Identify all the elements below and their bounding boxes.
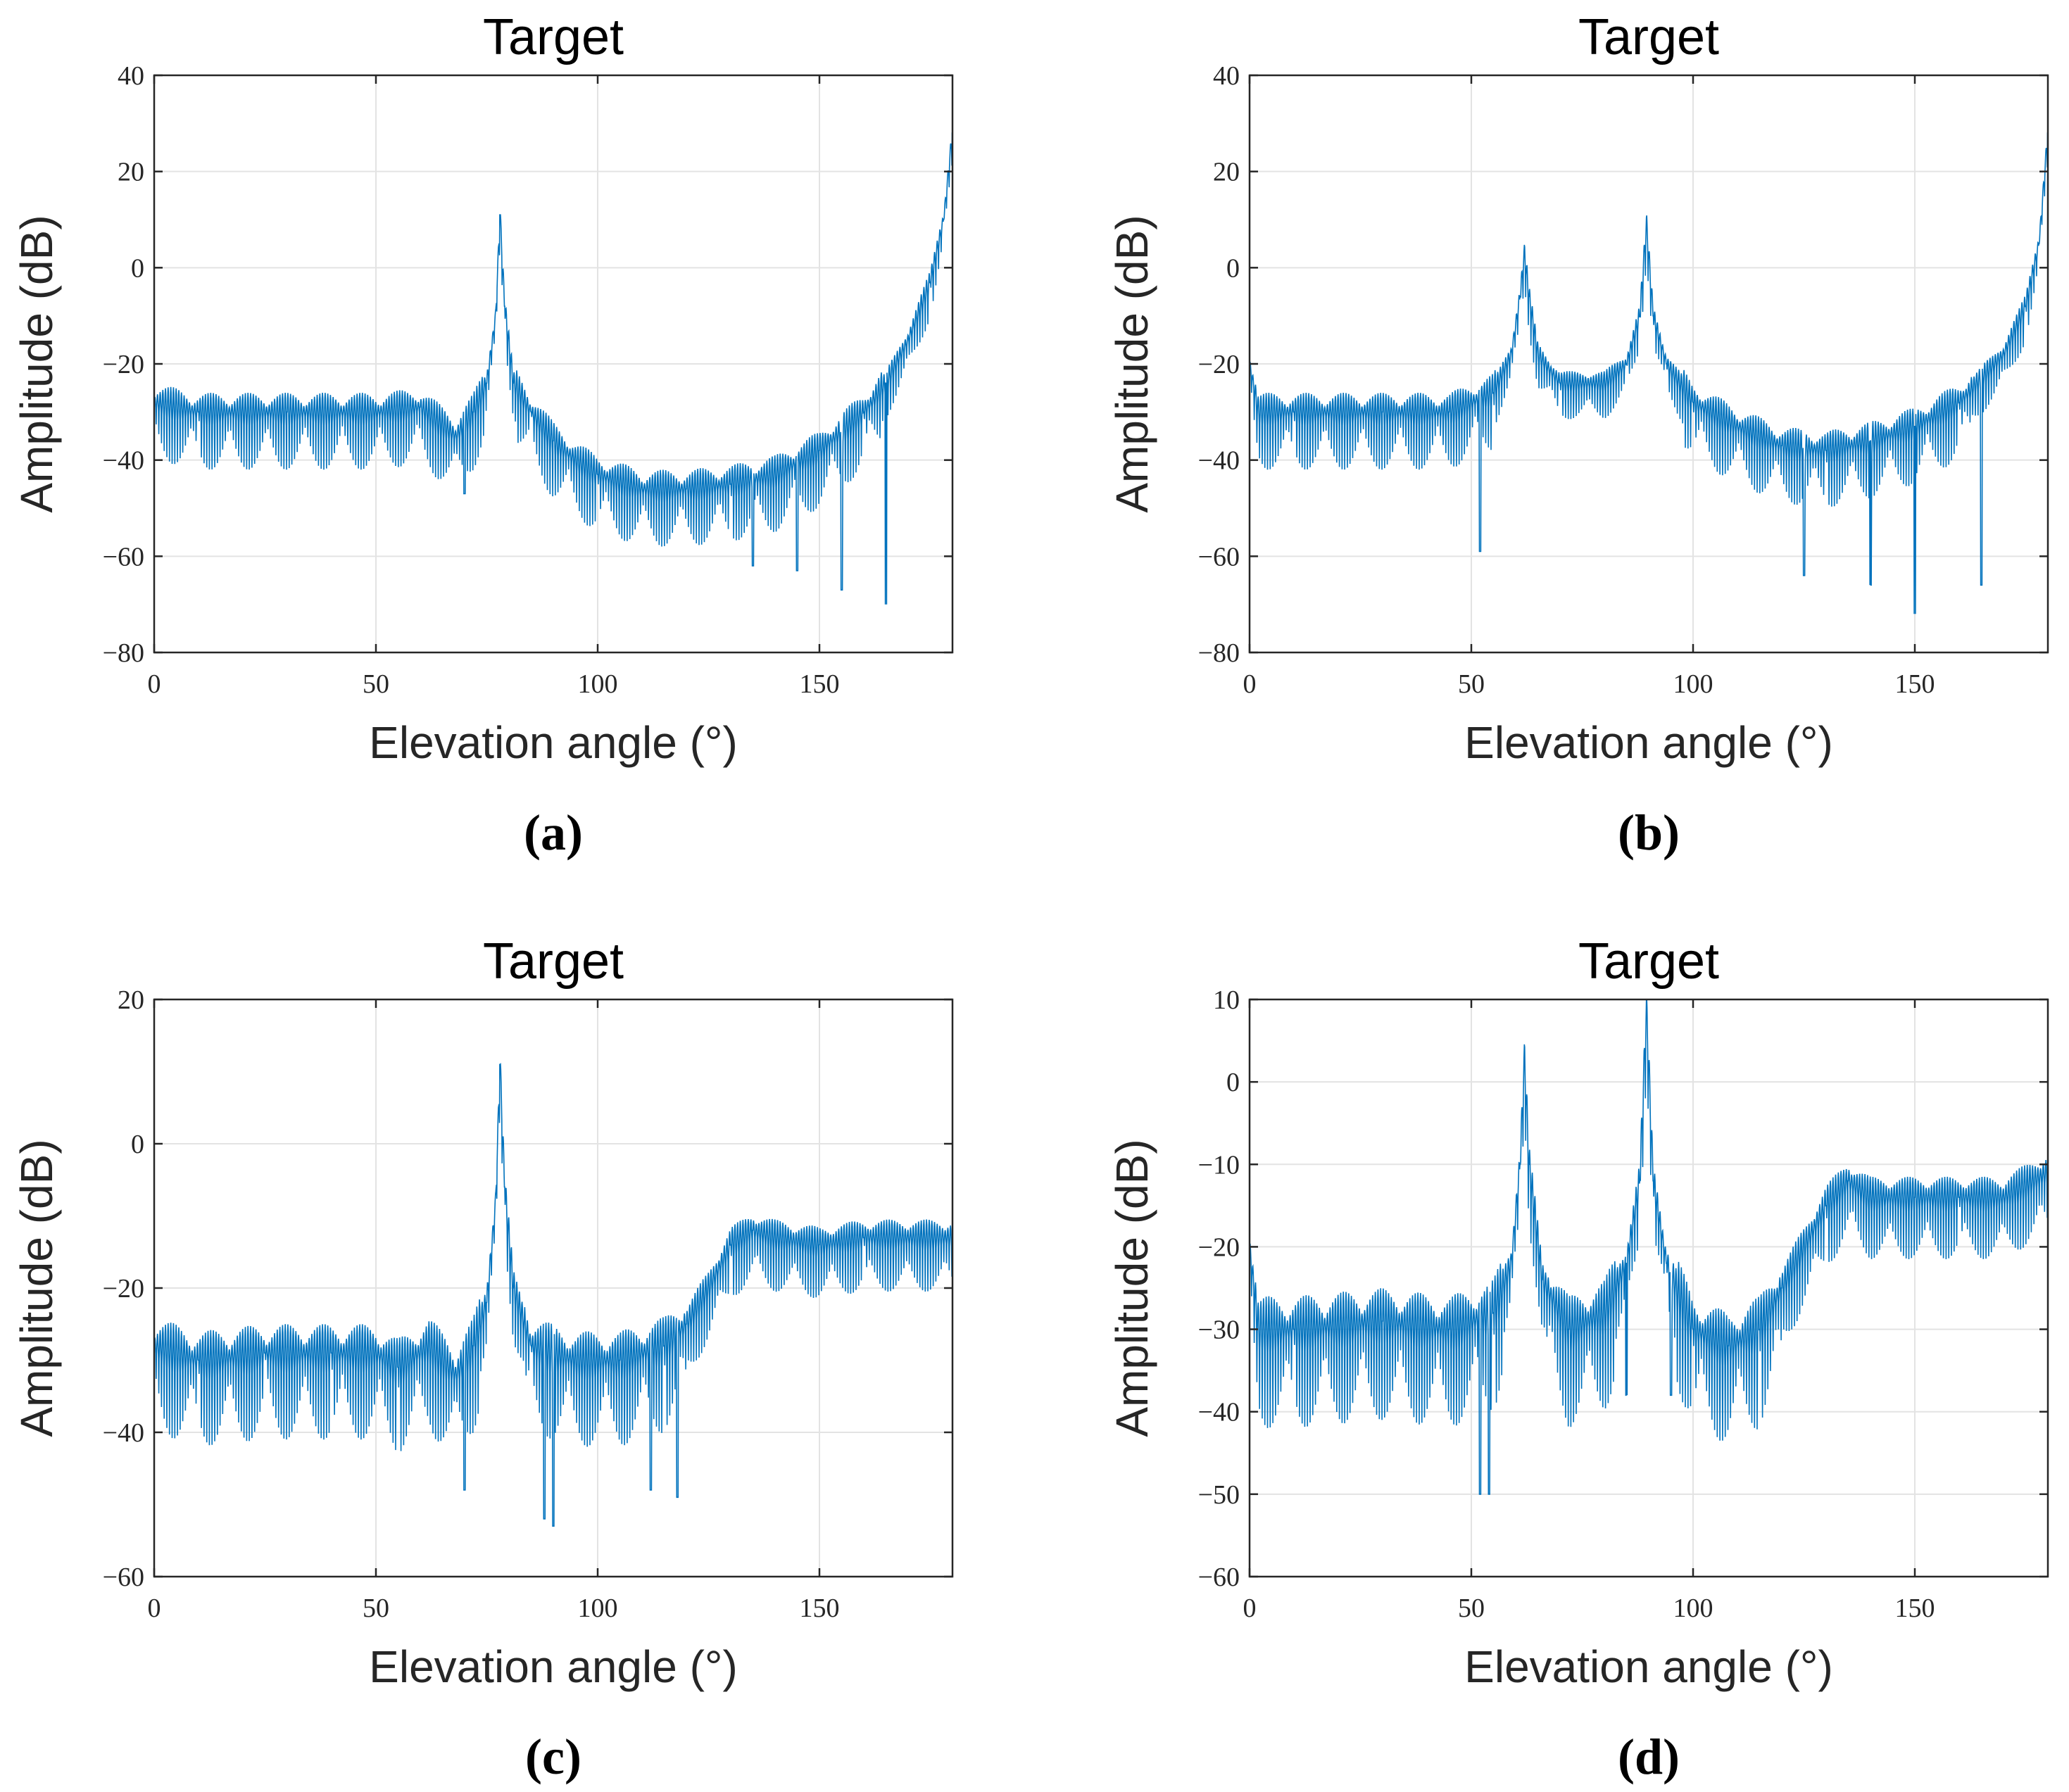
series-line-target [153, 132, 953, 605]
x-tick-label: 100 [1673, 1594, 1713, 1623]
chart-title: Target [483, 9, 624, 65]
y-tick-label: −80 [1198, 638, 1240, 668]
y-axis-label: Amplitude (dB) [11, 215, 62, 512]
series-line-target [1249, 999, 2049, 1495]
y-tick-label: −20 [1198, 350, 1240, 379]
y-tick-label: −60 [1198, 542, 1240, 572]
y-tick-label: −40 [103, 1418, 144, 1448]
x-tick-label: 150 [800, 1594, 840, 1623]
x-tick-label: 0 [148, 1594, 161, 1623]
y-tick-label: −60 [103, 1563, 144, 1592]
y-axis-label: Amplitude (dB) [1107, 1139, 1157, 1437]
y-tick-label: −20 [103, 1274, 144, 1304]
x-tick-label: 100 [1673, 669, 1713, 699]
y-tick-label: 0 [1226, 253, 1240, 283]
series-line-target [153, 1062, 953, 1527]
y-axis-label: Amplitude (dB) [1107, 215, 1157, 512]
x-tick-label: 50 [1458, 669, 1485, 699]
axes-box [1248, 998, 2049, 1578]
x-axis-label: Elevation angle (°) [1464, 1641, 1833, 1692]
y-tick-label: 40 [1213, 61, 1240, 91]
y-tick-label: −30 [1198, 1315, 1240, 1345]
y-tick-label: 20 [118, 158, 144, 187]
chart-title: Target [1578, 9, 1719, 65]
chart-panel: 0 50 100 150 −60 −40 −20 0 20 Target Elevation ang… [11, 933, 954, 1785]
x-tick-label: 50 [363, 1594, 389, 1623]
x-tick-label: 100 [578, 669, 618, 699]
y-tick-label: −40 [1198, 1398, 1240, 1427]
x-axis-label: Elevation angle (°) [369, 717, 738, 768]
panel-label: (c) [525, 1729, 581, 1785]
x-tick-label: 150 [1895, 669, 1935, 699]
y-tick-label: −60 [1198, 1563, 1240, 1592]
y-tick-label: −20 [103, 350, 144, 379]
y-tick-label: 20 [1213, 158, 1240, 187]
x-axis-label: Elevation angle (°) [1464, 717, 1833, 768]
x-axis-label: Elevation angle (°) [369, 1641, 738, 1692]
y-tick-label: −60 [103, 542, 144, 572]
x-tick-label: 100 [578, 1594, 618, 1623]
y-tick-label: 40 [118, 61, 144, 91]
y-tick-label: −10 [1198, 1150, 1240, 1180]
chart-title: Target [483, 933, 624, 990]
y-tick-label: −40 [1198, 446, 1240, 476]
x-tick-label: 50 [363, 669, 389, 699]
chart-panel: 0 50 100 150 −80 −60 −40 −20 0 20 40 Target Elevatio… [1107, 9, 2049, 861]
x-tick-label: 0 [148, 669, 161, 699]
y-tick-label: 0 [131, 253, 144, 283]
panel-label: (a) [524, 804, 583, 861]
y-tick-label: 20 [118, 985, 144, 1015]
y-axis-label: Amplitude (dB) [11, 1139, 62, 1437]
panel-label: (d) [1618, 1729, 1680, 1785]
series-line-target [1249, 132, 2049, 614]
x-tick-label: 150 [1895, 1594, 1935, 1623]
x-tick-label: 150 [800, 669, 840, 699]
x-tick-label: 0 [1243, 669, 1257, 699]
chart-title: Target [1578, 933, 1719, 990]
y-tick-label: 0 [1226, 1068, 1240, 1097]
panel-label: (b) [1618, 804, 1680, 861]
y-tick-label: −40 [103, 446, 144, 476]
y-tick-label: 10 [1213, 985, 1240, 1015]
chart-panel: 0 50 100 150 −80 −60 −40 −20 0 20 40 Target Elevatio… [11, 9, 954, 861]
y-tick-label: −20 [1198, 1232, 1240, 1262]
y-tick-label: −80 [103, 638, 144, 668]
chart-panel: 0 50 100 150 −60 −50 −40 −30 −20 −10 0 10 Target Elev… [1107, 933, 2049, 1785]
y-tick-label: −50 [1198, 1480, 1240, 1510]
y-tick-label: 0 [131, 1130, 144, 1159]
x-tick-label: 0 [1243, 1594, 1257, 1623]
x-tick-label: 50 [1458, 1594, 1485, 1623]
